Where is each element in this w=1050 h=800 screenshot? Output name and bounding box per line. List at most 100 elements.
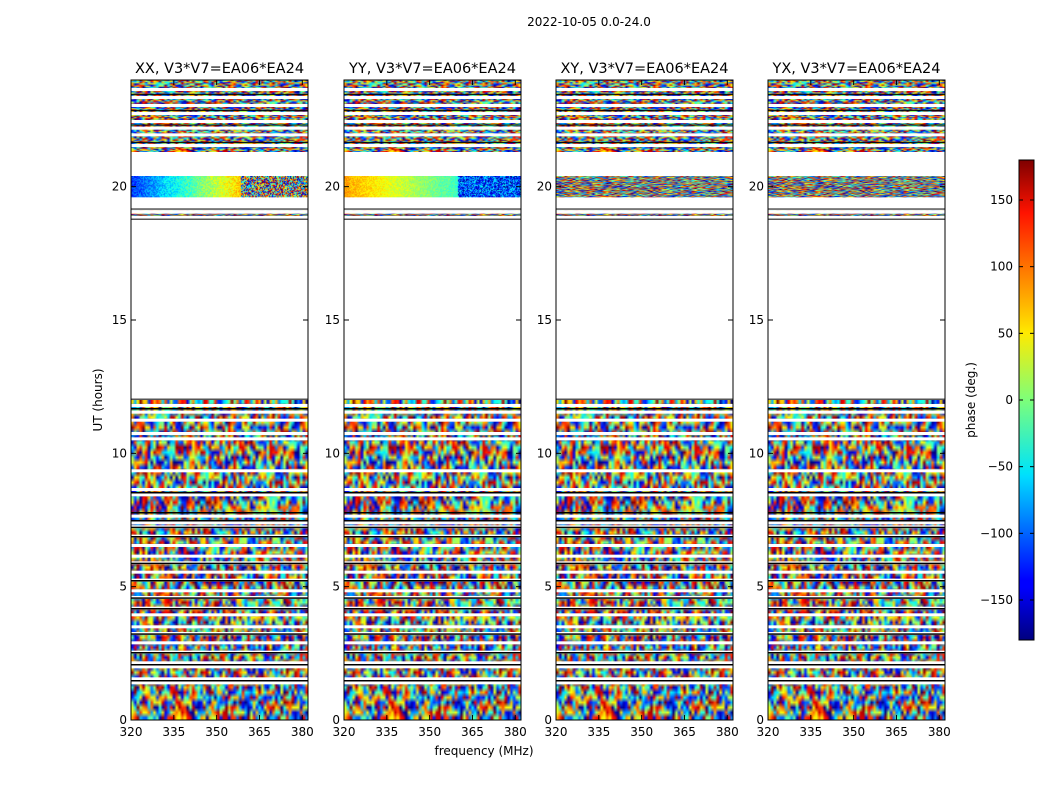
flag-gap: [131, 198, 308, 202]
flag-gap: [344, 641, 521, 645]
colorbar-tick-label: −100: [980, 526, 1013, 540]
y-tick-label: 5: [332, 580, 340, 594]
flag-gap: [556, 96, 733, 99]
flag-gap: [131, 437, 308, 441]
flag-gap: [131, 88, 308, 91]
flag-line: [556, 141, 733, 143]
flag-line: [344, 536, 521, 538]
flag-gap: [131, 681, 308, 685]
flag-line: [131, 664, 308, 666]
panel-frame: [130, 79, 309, 721]
flag-gap: [768, 677, 945, 681]
colorbar-tick-label: −150: [980, 593, 1013, 607]
flag-gap: [768, 544, 945, 547]
y-tick-label: 0: [332, 713, 340, 727]
y-axis-label: UT (hours): [91, 368, 105, 431]
panel-title: YY, V3*V7=EA06*EA24: [348, 61, 516, 77]
flag-gap: [131, 404, 308, 407]
y-tick-label: 0: [544, 713, 552, 727]
flag-line: [344, 208, 521, 210]
panel-title: XX, V3*V7=EA06*EA24: [135, 61, 304, 77]
flag-line: [556, 608, 733, 610]
flag-gap: [556, 469, 733, 473]
flag-line: [131, 512, 308, 514]
y-tick-label: 10: [537, 446, 552, 460]
flag-gap: [556, 681, 733, 685]
flag-gap: [556, 665, 733, 669]
y-tick-label: 15: [112, 313, 127, 327]
colorbar: 150 100 50 0 −50 −100 −150 phase (deg.): [964, 159, 1035, 641]
flag-gap: [768, 681, 945, 685]
flag-gap: [768, 521, 945, 525]
flag-gap: [556, 521, 733, 525]
flag-gap: [344, 88, 521, 91]
flag-line: [768, 597, 945, 599]
flag-gap: [768, 469, 945, 473]
panel-frame: [555, 79, 734, 721]
phase-noise-high: [556, 80, 733, 152]
x-tick-label: 335: [375, 725, 398, 739]
phase-noise-high: [344, 80, 521, 152]
flag-line: [556, 680, 733, 682]
flag-gap: [344, 469, 521, 473]
flag-gap: [131, 641, 308, 645]
flag-gap: [131, 589, 308, 593]
flag-gap: [768, 126, 945, 130]
flag-line: [131, 124, 308, 126]
flag-line: [344, 492, 521, 494]
flag-gap: [556, 410, 733, 414]
y-tick-label: 5: [756, 580, 764, 594]
flag-line: [131, 652, 308, 654]
flag-gap: [131, 432, 308, 435]
flag-gap: [344, 120, 521, 123]
flag-gap: [344, 126, 521, 130]
flag-gap: [556, 437, 733, 441]
flag-line: [131, 608, 308, 610]
flag-gap: [344, 198, 521, 202]
flag-gap: [344, 404, 521, 407]
x-tick-label: 365: [673, 725, 696, 739]
flag-gap: [131, 661, 308, 665]
flag-gap: [768, 404, 945, 407]
flag-line: [556, 633, 733, 635]
y-tick-label: 5: [544, 580, 552, 594]
colorbar-tick-label: 100: [990, 260, 1013, 274]
flag-gap: [344, 514, 521, 518]
x-tick-label: 320: [333, 725, 356, 739]
flag-line: [344, 526, 521, 529]
y-tick-label: 10: [112, 446, 127, 460]
flag-line: [556, 597, 733, 599]
flag-gap: [131, 613, 308, 617]
flagged-block: [131, 218, 308, 400]
flag-gap: [768, 488, 945, 491]
x-tick-label: 350: [205, 725, 228, 739]
flag-gap: [344, 432, 521, 435]
flag-line: [556, 512, 733, 514]
flag-gap: [344, 554, 521, 558]
flag-gap: [131, 677, 308, 681]
flag-gap: [344, 96, 521, 99]
flag-line: [344, 664, 521, 666]
flag-gap: [768, 625, 945, 629]
flag-gap: [344, 418, 521, 422]
flag-gap: [556, 641, 733, 645]
y-tick-label: 20: [112, 180, 127, 194]
flag-line: [131, 141, 308, 143]
flag-line: [344, 512, 521, 514]
flag-line: [768, 408, 945, 410]
flag-line: [768, 512, 945, 514]
flag-gap: [768, 661, 945, 665]
flag-line: [768, 218, 945, 220]
flag-gap: [131, 469, 308, 473]
y-tick-label: 10: [749, 446, 764, 460]
y-tick-label: 0: [756, 713, 764, 727]
flag-gap: [556, 613, 733, 617]
flag-line: [344, 633, 521, 635]
x-tick-label: 320: [757, 725, 780, 739]
flag-gap: [768, 589, 945, 593]
flag-gap: [131, 493, 308, 497]
flag-line: [556, 218, 733, 220]
panel-title: XY, V3*V7=EA06*EA24: [560, 61, 728, 77]
phase-noise-low: [556, 400, 733, 720]
x-tick-label: 350: [418, 725, 441, 739]
